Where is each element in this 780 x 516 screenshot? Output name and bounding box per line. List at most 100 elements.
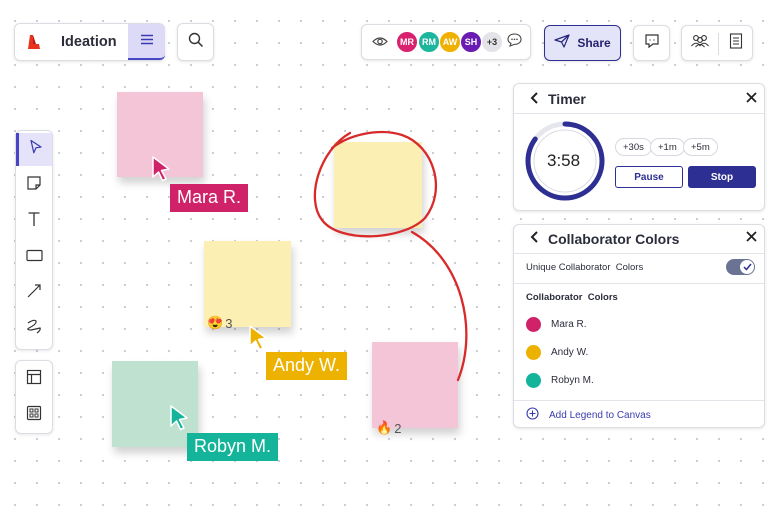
more-collaborators-badge[interactable]: +3 [481,31,503,53]
timer-divider [514,113,764,114]
timer-progress-arc [525,121,605,201]
comments-button[interactable] [633,25,670,61]
pause-button[interactable]: Pause [615,166,683,188]
board-title[interactable]: Ideation [61,34,117,50]
avatar-aw[interactable]: AW [439,31,461,53]
sticky-note-yellow-2[interactable] [204,241,291,327]
pen-tool[interactable] [16,313,52,346]
andy-cursor-icon [249,325,267,351]
chevron-left-icon [530,230,539,248]
heart-eyes-emoji-icon: 😍 [207,315,224,330]
chat-bubble-icon [506,33,522,52]
robyn-cursor-label: Robyn M. [187,433,279,461]
toggle-knob [740,260,754,274]
rectangle-tool[interactable] [16,241,52,274]
search-icon [188,32,204,53]
unique-colors-toggle[interactable] [726,259,755,275]
templates-tool[interactable] [16,399,52,432]
sticky-note-pink-2[interactable] [372,342,458,428]
hamburger-icon [140,32,154,50]
select-tool[interactable] [16,133,52,166]
templates-icon [26,405,42,426]
chevron-left-icon [530,91,539,109]
right-tools-bar [681,25,753,61]
board-title-bar: Ideation [14,23,165,61]
share-label: Share [577,36,611,50]
unique-colors-label: Unique Collaborator Colors [526,262,644,273]
reaction-fire[interactable]: 🔥 2 [376,420,401,436]
select-icon [29,139,43,160]
reaction-count: 3 [225,315,233,331]
frame-tool[interactable] [16,363,52,396]
text-icon [27,211,41,232]
sticky-note-icon [26,175,42,196]
document-icon [729,33,743,54]
timer-time: 3:58 [547,151,581,170]
add-legend-label: Add Legend to Canvas [549,409,651,421]
frame-icon [26,369,42,390]
timer-back-button[interactable] [524,88,544,112]
collab-divider-mid [514,283,764,284]
collab-divider-top [514,253,764,254]
sticky-note-tool[interactable] [16,169,52,202]
line-icon [26,283,42,304]
notes-button[interactable] [720,28,752,59]
rectangle-icon [25,249,43,267]
text-tool[interactable] [16,205,52,238]
andy-cursor-label: Andy W. [266,352,348,380]
add-1m-button[interactable]: +1m [650,138,685,156]
search-button[interactable] [177,23,214,61]
collab-close-button[interactable] [740,227,762,249]
add-legend-button[interactable]: Add Legend to Canvas [526,407,651,423]
close-icon [745,229,757,247]
people-icon [690,34,710,53]
timer-close-button[interactable] [740,88,762,110]
people-button[interactable] [684,28,716,59]
menu-button[interactable] [128,24,165,60]
app-logo-icon[interactable] [21,29,47,55]
avatar-mr[interactable]: MR [396,31,418,53]
color-swatch [526,345,541,360]
plus-circle-icon [526,407,539,423]
collaborators-bar: MR RM AW SH +3 [361,24,531,60]
sticky-note-yellow-1[interactable] [334,142,422,228]
stop-button[interactable]: Stop [688,166,756,188]
collaborator-row-mara[interactable]: Mara R. [526,317,587,332]
collab-back-button[interactable] [524,227,544,251]
timer-ring [525,121,605,201]
timer-panel: Timer 3:58 +30s +1m +5m Pause Stop [513,83,765,211]
comment-icon [644,33,660,54]
collaborator-name: Robyn M. [551,375,594,386]
add-30s-button[interactable]: +30s [615,138,652,156]
line-tool[interactable] [16,277,52,310]
collab-panel-title: Collaborator Colors [548,231,680,247]
view-button[interactable] [366,29,393,56]
collaborator-colors-panel: Collaborator Colors Unique Collaborator … [513,224,765,428]
avatar-rm[interactable]: RM [418,31,440,53]
fire-emoji-icon: 🔥 [376,420,393,435]
avatar-sh[interactable]: SH [460,31,482,53]
color-swatch [526,317,541,332]
collab-section-title: Collaborator Colors [526,292,618,303]
reaction-heart-eyes[interactable]: 😍 3 [207,315,232,331]
close-icon [745,90,757,108]
sticky-note-green-1[interactable] [112,361,198,447]
chat-button[interactable] [502,30,526,55]
color-swatch [526,373,541,388]
robyn-cursor-icon [170,405,188,431]
collaborator-name: Mara R. [551,319,587,330]
pen-icon [26,319,43,340]
share-button[interactable]: Share [544,25,621,61]
collab-divider-bottom [514,400,764,401]
tool-palette [15,130,53,350]
reaction-count: 2 [394,420,402,436]
collaborator-row-robyn[interactable]: Robyn M. [526,373,594,388]
collaborator-name: Andy W. [551,347,589,358]
extra-tool-palette [15,360,53,434]
collaborator-row-andy[interactable]: Andy W. [526,345,588,360]
mara-cursor-icon [152,156,170,182]
checkmark-icon [742,258,752,276]
toolbar-divider [718,33,719,55]
eye-icon [371,34,388,52]
add-5m-button[interactable]: +5m [683,138,718,156]
